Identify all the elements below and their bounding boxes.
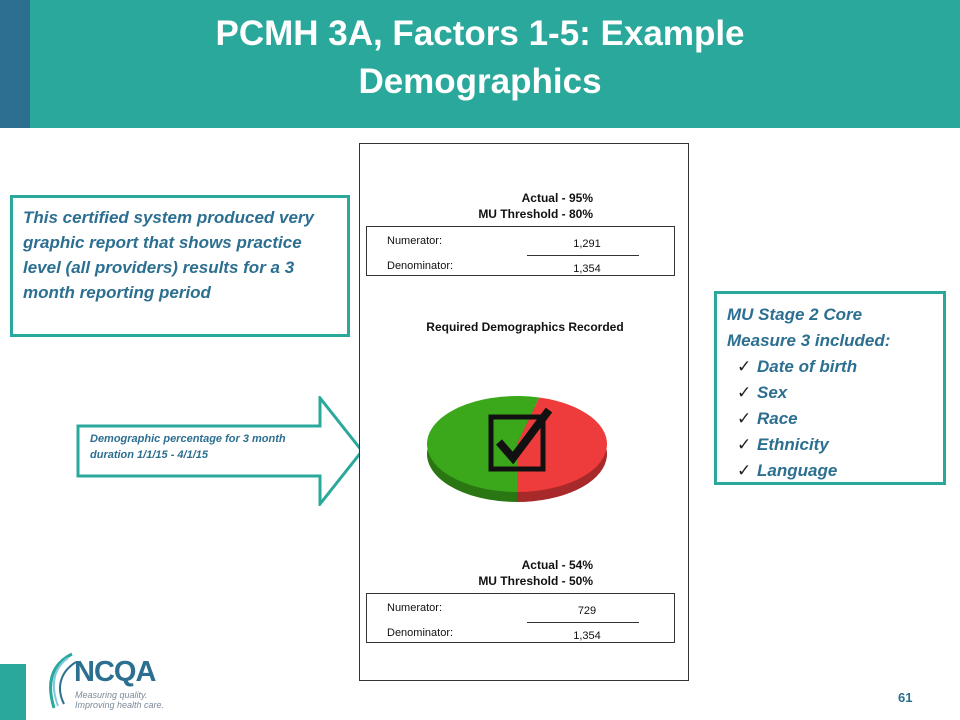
report-bottom-denominator-label: Denominator: [387,627,454,639]
checkmark-icon: ✓ [737,461,752,480]
checkmark-icon: ✓ [737,383,752,402]
pie-top-group [427,396,608,492]
list-item: ✓ Race [737,406,933,432]
report-top-denominator-value: 1,354 [573,263,601,275]
report-bottom-numerator-value: 729 [577,605,597,617]
report-top-table: Numerator: 1,291 Denominator: 1,354 [366,226,675,276]
title-bar-accent [0,0,30,128]
report-top-threshold: MU Threshold - 80% [478,207,593,221]
checkmark-icon: ✓ [737,435,752,454]
checkbox-icon [488,407,553,472]
report-bottom-fraction-line [527,622,639,623]
title-bar: PCMH 3A, Factors 1-5: Example Demographi… [0,0,960,128]
report-bottom-numerator-label: Numerator: [387,602,443,614]
list-item: ✓ Date of birth [737,354,933,380]
list-item-label: Race [757,409,798,428]
logo-wordmark: NCQA [74,656,156,688]
report-image: Actual - 95% MU Threshold - 80% Numerato… [359,143,689,681]
report-top-numerator-label: Numerator: [387,235,443,247]
report-bottom-denominator-value: 1,354 [573,630,601,642]
list-item: ✓ Ethnicity [737,432,933,458]
callout-report-description: This certified system produced very grap… [10,195,350,337]
callout-measure-heading: MU Stage 2 Core Measure 3 included: [727,305,891,350]
list-item-label: Date of birth [757,357,858,376]
callout-measure-list: MU Stage 2 Core Measure 3 included: ✓ Dat… [714,291,946,485]
report-top-numerator-value: 1,291 [573,238,601,250]
report-bottom-table: Numerator: 729 Denominator: 1,354 [366,593,675,643]
arrow-text: Demographic percentage for 3 month durat… [90,433,286,461]
footer-accent-bar [0,664,26,720]
list-item-label: Sex [757,383,788,402]
arrow-shape [76,396,364,506]
report-bottom-threshold: MU Threshold - 50% [478,574,593,588]
measure-list: ✓ Date of birth ✓ Sex ✓ Race ✓ Ethnicity ✓ La… [727,354,933,484]
checkmark-icon: ✓ [737,357,752,376]
checkmark-icon: ✓ [737,409,752,428]
pie-chart [427,396,608,502]
ncqa-logo: NCQA Measuring quality. Improving health… [44,650,184,716]
list-item-label: Ethnicity [757,435,829,454]
page-number: 61 [898,690,913,705]
report-top-actual: Actual - 95% [521,191,593,205]
slide-title-line2: Demographics [358,62,602,101]
logo-tagline-line1: Measuring quality. [75,690,148,700]
callout-report-description-text: This certified system produced very grap… [23,208,314,302]
report-top-fraction-line [527,255,639,256]
report-bottom-actual: Actual - 54% [521,558,593,572]
logo-tagline: Measuring quality. Improving health care… [75,690,164,710]
list-item-label: Language [757,461,838,480]
list-item: ✓ Sex [737,380,933,406]
list-item: ✓ Language [737,458,933,484]
chart-title: Required Demographics Recorded [426,320,624,334]
slide-title: PCMH 3A, Factors 1-5: Example Demographi… [100,10,860,106]
logo-swirl-icon [49,652,77,709]
report-top-denominator-label: Denominator: [387,260,454,272]
slide-title-line1: PCMH 3A, Factors 1-5: Example [215,14,745,53]
logo-tagline-line2: Improving health care. [75,700,165,710]
